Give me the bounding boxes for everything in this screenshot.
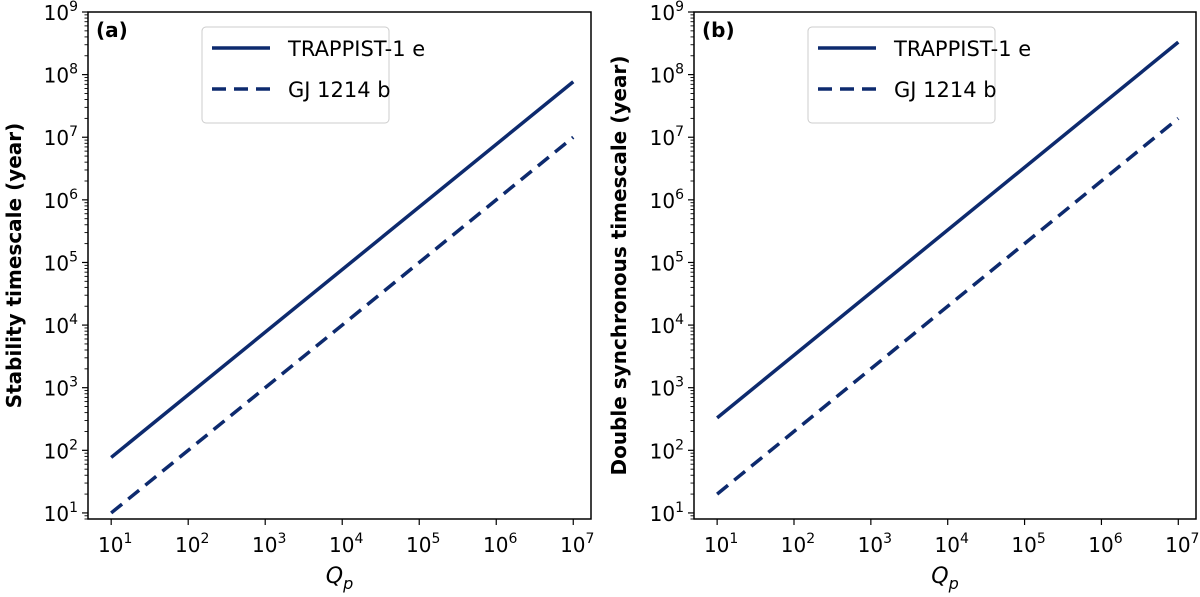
- x-tick-label: 104: [329, 531, 363, 557]
- y-tick-label: 109: [44, 0, 78, 25]
- y-tick-label: 103: [650, 375, 684, 401]
- x-tick-label: 101: [98, 531, 132, 557]
- x-axis-label: Qp: [931, 564, 958, 593]
- y-tick-label: 104: [44, 312, 78, 338]
- series-line-trappist-1-e: [716, 40, 1180, 420]
- y-tick-label: 104: [650, 312, 684, 338]
- y-tick-label: 107: [44, 124, 78, 150]
- y-tick-label: 102: [44, 437, 78, 463]
- y-tick-label: 102: [650, 437, 684, 463]
- x-tick-label: 102: [781, 531, 815, 557]
- x-axis-label: Qp: [326, 564, 353, 593]
- y-axis-label: Stability timescale (year): [2, 123, 26, 409]
- x-axis-label-sub: p: [948, 574, 959, 593]
- y-tick-label: 105: [650, 249, 684, 275]
- x-axis-label-sub: p: [342, 574, 353, 593]
- legend-box: [201, 26, 390, 124]
- x-tick-label: 104: [935, 531, 969, 557]
- y-tick-label: 101: [650, 500, 684, 526]
- legend-box: [807, 26, 996, 124]
- x-tick-label: 102: [175, 531, 209, 557]
- y-axis-label: Double synchronous timescale (year): [607, 56, 631, 476]
- x-tick-label: 101: [704, 531, 738, 557]
- x-tick-label: 103: [252, 531, 286, 557]
- y-tick-label: 108: [44, 62, 78, 88]
- y-tick-label: 109: [650, 0, 684, 25]
- series-line-trappist-1-e: [110, 80, 575, 459]
- legend-label: TRAPPIST-1 e: [287, 37, 425, 61]
- x-tick-label: 105: [1011, 531, 1045, 557]
- y-tick-label: 108: [650, 62, 684, 88]
- panel-a: 101 102 103 104 105 106 107 101 102 103 104 105 106 1…: [2, 0, 594, 593]
- y-tick-label: 106: [650, 187, 684, 213]
- panel-b: 101 102 103 104 105 106 107 101 102 103 104 105 106 1…: [607, 0, 1199, 593]
- y-tick-label: 107: [650, 124, 684, 150]
- y-tick-label: 103: [44, 375, 78, 401]
- panel-label: (b): [702, 18, 735, 42]
- x-tick-label: 107: [560, 531, 594, 557]
- x-tick-label: 106: [483, 531, 517, 557]
- legend-label: TRAPPIST-1 e: [893, 37, 1031, 61]
- legend: TRAPPIST-1 e GJ 1214 b: [201, 26, 425, 124]
- legend: TRAPPIST-1 e GJ 1214 b: [807, 26, 1031, 124]
- x-tick-label: 107: [1165, 531, 1199, 557]
- x-axis-label-main: Q: [931, 564, 948, 589]
- y-tick-label: 105: [44, 249, 78, 275]
- y-tick-label: 101: [44, 500, 78, 526]
- x-axis-label-main: Q: [326, 564, 343, 589]
- x-tick-label: 103: [858, 531, 892, 557]
- x-tick-label: 106: [1088, 531, 1122, 557]
- series-line-gj-1214-b: [110, 135, 575, 515]
- legend-label: GJ 1214 b: [288, 78, 391, 102]
- panel-label: (a): [96, 18, 128, 42]
- legend-label: GJ 1214 b: [894, 78, 997, 102]
- x-tick-label: 105: [406, 531, 440, 557]
- y-tick-label: 106: [44, 187, 78, 213]
- series-line-gj-1214-b: [716, 117, 1180, 496]
